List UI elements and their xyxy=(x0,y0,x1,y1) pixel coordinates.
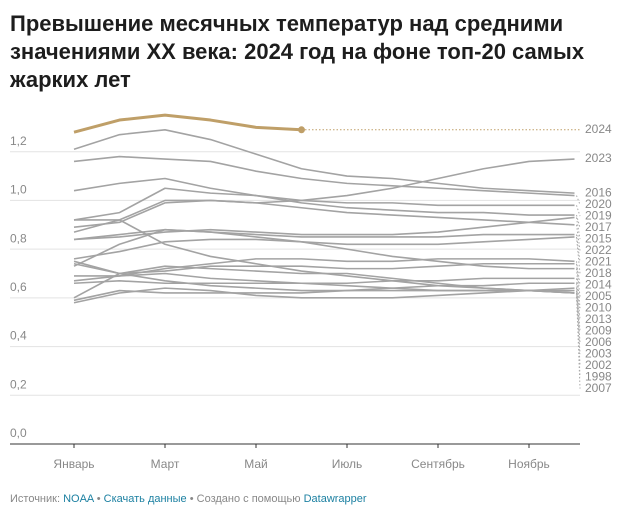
series-label: 2009 xyxy=(585,323,612,337)
series-label: 2006 xyxy=(585,335,612,349)
series-line xyxy=(73,287,575,304)
series-line xyxy=(73,128,575,194)
x-tick-label: Сентябрь xyxy=(411,457,465,471)
series-line xyxy=(73,199,575,229)
series-label: 2003 xyxy=(585,346,612,360)
y-tick-label: 1,2 xyxy=(10,134,27,148)
leader-line xyxy=(576,205,581,217)
series-line xyxy=(73,282,575,302)
series-line xyxy=(73,228,575,270)
y-tick-label: 0,2 xyxy=(10,377,27,391)
series-label: 2021 xyxy=(585,254,612,268)
series-line xyxy=(73,113,302,134)
series-line xyxy=(73,155,575,197)
series-line xyxy=(73,216,575,241)
chart-title: Превышение месячных температур над средн… xyxy=(10,11,585,92)
series-label: 2013 xyxy=(585,312,612,326)
x-tick-label: Март xyxy=(151,457,180,471)
series-line xyxy=(74,219,575,294)
y-tick-label: 0,8 xyxy=(10,231,27,245)
series-line xyxy=(73,187,575,221)
download-link[interactable]: Скачать данные xyxy=(103,493,187,505)
series-label: 2024 xyxy=(585,122,612,136)
series-line xyxy=(73,158,575,233)
y-tick-label: 0,4 xyxy=(10,329,27,343)
leader-line xyxy=(576,236,581,274)
series-line xyxy=(73,177,575,207)
y-tick-label: 0,6 xyxy=(10,280,27,294)
series-label: 2018 xyxy=(585,266,612,280)
leader-line xyxy=(576,261,581,286)
leader-line xyxy=(576,195,581,205)
series-label: 2005 xyxy=(585,289,612,303)
series-label: 2020 xyxy=(585,197,612,211)
series-line xyxy=(73,277,575,285)
series-label: 2010 xyxy=(585,300,612,314)
footer: Источник: NOAA • Скачать данные • Создан… xyxy=(10,493,367,505)
series-line xyxy=(73,236,575,260)
y-tick-label: 0,0 xyxy=(10,426,27,440)
x-tick-label: Июль xyxy=(332,457,363,471)
series-label: 2019 xyxy=(585,208,612,222)
series-line xyxy=(73,262,575,292)
series-label: 1998 xyxy=(585,369,612,383)
leader-line xyxy=(576,224,581,251)
series-label: 2014 xyxy=(585,277,612,291)
x-tick-label: Май xyxy=(244,457,268,471)
series-label: 2002 xyxy=(585,358,612,372)
series-label: 2015 xyxy=(585,231,612,245)
series-line xyxy=(73,228,575,241)
series-label: 2022 xyxy=(585,243,612,257)
created-label: Создано с помощью xyxy=(196,493,301,505)
series-label: 2023 xyxy=(585,151,612,165)
leader-line xyxy=(576,217,581,240)
x-tick-label: Январь xyxy=(53,457,94,471)
source-label: Источник: xyxy=(10,493,61,505)
leader-line xyxy=(576,283,581,332)
series-label: 2016 xyxy=(585,185,612,199)
leader-line xyxy=(576,234,581,263)
tool-link[interactable]: Datawrapper xyxy=(303,493,367,505)
series-line xyxy=(73,258,575,282)
end-dot xyxy=(298,126,305,134)
series-label: 2017 xyxy=(585,220,612,234)
leader-line xyxy=(576,288,581,343)
series-label: 2007 xyxy=(585,381,612,395)
y-tick-label: 1,0 xyxy=(10,183,27,197)
x-tick-label: Ноябрь xyxy=(508,457,550,471)
separator: • xyxy=(189,493,194,505)
leader-line xyxy=(576,214,581,228)
source-link[interactable]: NOAA xyxy=(63,493,94,505)
separator: • xyxy=(96,493,101,505)
series-line xyxy=(73,260,575,275)
